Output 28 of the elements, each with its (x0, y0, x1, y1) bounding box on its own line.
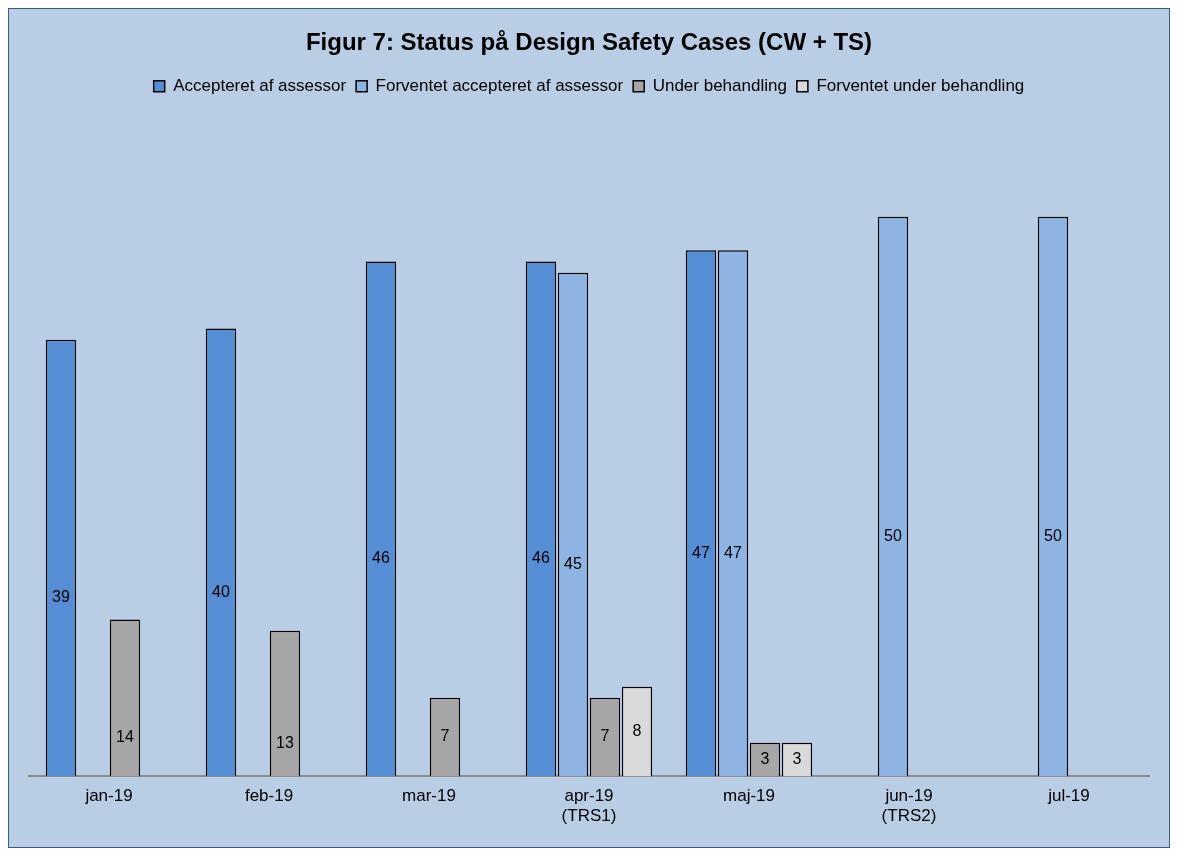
legend-label: Forventet accepteret af assessor (375, 75, 624, 95)
x-tick-label: jul-19 (1047, 786, 1090, 806)
data-label: 46 (532, 549, 550, 567)
data-label: 39 (52, 588, 70, 606)
data-label: 7 (600, 727, 610, 745)
chart-title: Figur 7: Status på Design Safety Cases (CW + TS) (305, 28, 873, 56)
x-tick-label: maj-19 (723, 786, 775, 806)
data-label: 47 (692, 543, 710, 561)
legend-label: Under behandling (652, 75, 787, 95)
x-tick-label: mar-19 (402, 786, 456, 806)
data-label: 40 (212, 582, 230, 600)
x-tick-label: feb-19 (244, 786, 294, 806)
data-label: 50 (1044, 526, 1062, 544)
data-label: 13 (276, 733, 294, 751)
data-label: 7 (440, 727, 450, 745)
data-label: 45 (564, 554, 582, 572)
data-label: 3 (760, 749, 770, 767)
legend-label: Accepteret af assessor (173, 75, 347, 95)
x-tick-label: jun-19 (TRS2) (881, 786, 937, 826)
data-label: 47 (724, 543, 742, 561)
legend-label: Forventet under behandling (816, 75, 1025, 95)
data-label: 3 (792, 749, 802, 767)
data-label: 8 (632, 721, 642, 739)
x-tick-label: apr-19 (TRS1) (561, 786, 617, 826)
data-label: 14 (116, 728, 134, 746)
data-label: 46 (372, 549, 390, 567)
data-label: 50 (884, 526, 902, 544)
x-tick-label: jan-19 (84, 786, 133, 806)
